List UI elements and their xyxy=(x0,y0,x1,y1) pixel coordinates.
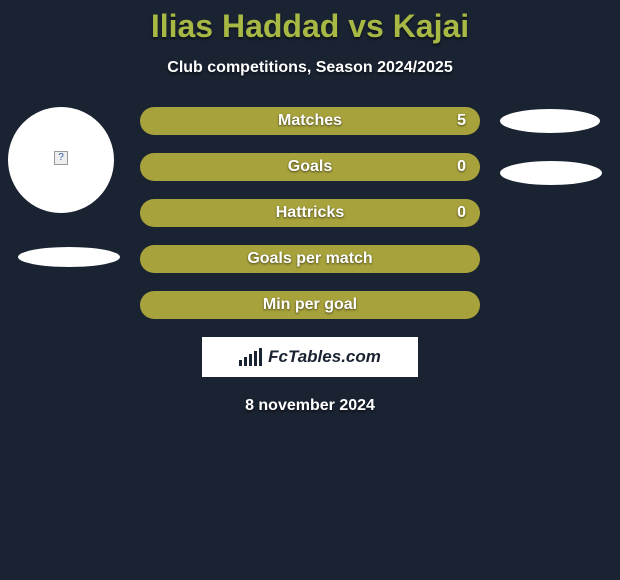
snapshot-date: 8 november 2024 xyxy=(0,397,620,415)
player-right-ellipse-2 xyxy=(500,161,602,185)
bar-chart-icon xyxy=(239,348,262,366)
player-left-avatar: ? xyxy=(8,107,114,213)
missing-image-icon: ? xyxy=(54,151,68,165)
stat-row-min-per-goal: Min per goal xyxy=(140,291,480,319)
page-title: Ilias Haddad vs Kajai xyxy=(0,0,620,45)
source-logo: FcTables.com xyxy=(202,337,418,377)
stat-label: Goals xyxy=(288,158,332,176)
stat-row-goals-per-match: Goals per match xyxy=(140,245,480,273)
stat-label: Goals per match xyxy=(247,250,372,268)
stat-label: Min per goal xyxy=(263,296,357,314)
stat-value: 0 xyxy=(457,199,466,227)
stat-label: Hattricks xyxy=(276,204,344,222)
page-subtitle: Club competitions, Season 2024/2025 xyxy=(0,59,620,77)
stats-column: Matches 5 Goals 0 Hattricks 0 Goals per … xyxy=(140,107,480,337)
logo-text: FcTables.com xyxy=(268,347,381,367)
stat-value: 0 xyxy=(457,153,466,181)
stat-label: Matches xyxy=(278,112,342,130)
stat-value: 5 xyxy=(457,107,466,135)
stat-row-goals: Goals 0 xyxy=(140,153,480,181)
stat-row-hattricks: Hattricks 0 xyxy=(140,199,480,227)
stat-row-matches: Matches 5 xyxy=(140,107,480,135)
player-left-shadow xyxy=(18,247,120,267)
player-right-ellipse-1 xyxy=(500,109,600,133)
